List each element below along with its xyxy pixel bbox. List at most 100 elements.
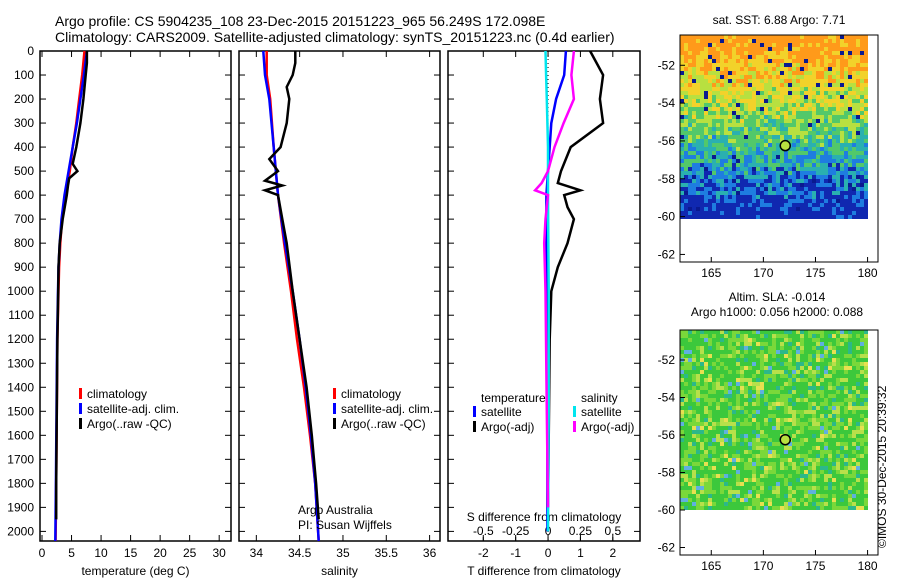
map-cell — [696, 203, 700, 207]
map-cell — [736, 398, 740, 402]
map-cell — [696, 474, 700, 478]
map-cell — [784, 171, 788, 175]
map-cell — [748, 191, 752, 195]
map-cell — [692, 79, 696, 83]
map-cell — [708, 135, 712, 139]
annotation-text: PI: Susan Wijffels — [298, 518, 392, 532]
map-cell — [812, 195, 816, 199]
map-cell — [688, 39, 692, 43]
map-cell — [804, 111, 808, 115]
map-cell — [836, 362, 840, 366]
map-cell — [768, 163, 772, 167]
map-cell — [740, 434, 744, 438]
map-cell — [808, 398, 812, 402]
map-cell — [776, 474, 780, 478]
map-cell — [756, 458, 760, 462]
map-cell — [816, 358, 820, 362]
map-cell — [708, 370, 712, 374]
map-cell — [788, 378, 792, 382]
map-cell — [836, 398, 840, 402]
map-cell — [796, 474, 800, 478]
map-cell — [828, 171, 832, 175]
map-cell — [808, 139, 812, 143]
map-cell — [720, 342, 724, 346]
map-cell — [832, 422, 836, 426]
map-cell — [764, 494, 768, 498]
map-cell — [736, 195, 740, 199]
map-cell — [696, 211, 700, 215]
map-cell — [696, 354, 700, 358]
map-cell — [832, 179, 836, 183]
map-cell — [684, 454, 688, 458]
map-cell — [752, 434, 756, 438]
map-cell — [848, 171, 852, 175]
legend-swatch — [79, 418, 82, 429]
map-cell — [796, 87, 800, 91]
map-cell — [696, 139, 700, 143]
map-cell — [864, 502, 868, 506]
map-cell — [728, 111, 732, 115]
map-cell — [780, 338, 784, 342]
map-cell — [832, 151, 836, 155]
map-cell — [848, 199, 852, 203]
map-cell — [860, 398, 864, 402]
map-cell — [712, 207, 716, 211]
map-cell — [756, 434, 760, 438]
map-cell — [860, 147, 864, 151]
map-cell — [772, 482, 776, 486]
map-cell — [688, 486, 692, 490]
map-cell — [796, 498, 800, 502]
map-cell — [828, 39, 832, 43]
map-cell — [796, 183, 800, 187]
map-cell — [844, 91, 848, 95]
map-cell — [692, 211, 696, 215]
map-cell — [744, 171, 748, 175]
map-cell — [840, 183, 844, 187]
map-cell — [780, 406, 784, 410]
map-cell — [712, 143, 716, 147]
map-cell — [800, 342, 804, 346]
map-cell — [812, 115, 816, 119]
map-cell — [772, 51, 776, 55]
map-cell — [692, 438, 696, 442]
map-cell — [684, 470, 688, 474]
map-cell — [716, 414, 720, 418]
map-cell — [856, 187, 860, 191]
map-cell — [804, 55, 808, 59]
map-cell — [804, 426, 808, 430]
map-cell — [716, 450, 720, 454]
map-cell — [788, 171, 792, 175]
map-cell — [828, 191, 832, 195]
map-cell — [732, 346, 736, 350]
map-cell — [832, 394, 836, 398]
map-cell — [684, 434, 688, 438]
map-cell — [700, 502, 704, 506]
map-cell — [724, 51, 728, 55]
map-cell — [860, 39, 864, 43]
map-cell — [832, 450, 836, 454]
map-cell — [680, 350, 684, 354]
map-cell — [684, 111, 688, 115]
map-cell — [848, 107, 852, 111]
map-cell — [840, 410, 844, 414]
map-cell — [696, 394, 700, 398]
map-cell — [772, 131, 776, 135]
map-cell — [760, 115, 764, 119]
map-cell — [748, 91, 752, 95]
map-cell — [756, 63, 760, 67]
map-cell — [788, 55, 792, 59]
map-cell — [828, 358, 832, 362]
map-cell — [804, 183, 808, 187]
map-cell — [696, 111, 700, 115]
map-cell — [764, 426, 768, 430]
map-cell — [828, 67, 832, 71]
map-cell — [720, 346, 724, 350]
map-cell — [688, 410, 692, 414]
map-cell — [724, 59, 728, 63]
map-cell — [836, 203, 840, 207]
map-cell — [728, 342, 732, 346]
map-cell — [800, 390, 804, 394]
map-cell — [692, 131, 696, 135]
map-cell — [808, 179, 812, 183]
map-cell — [784, 390, 788, 394]
